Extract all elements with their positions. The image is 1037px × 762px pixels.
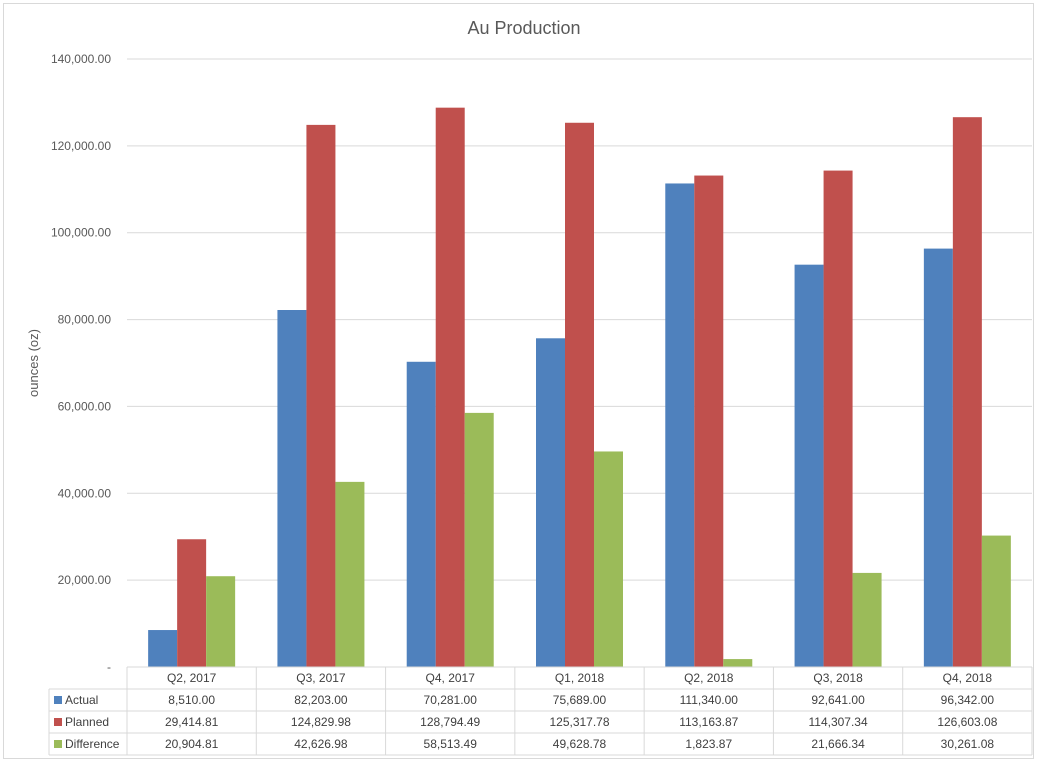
data-label: 75,689.00 <box>553 693 607 707</box>
legend-key-planned <box>54 718 62 726</box>
data-label: 58,513.49 <box>424 737 478 751</box>
data-label: 49,628.78 <box>553 737 607 751</box>
bar-planned-1 <box>177 539 207 667</box>
data-table: Q2, 2017 Q3, 2017 Q4, 2017 Q1, 2018 Q2, 2018… <box>48 666 1033 756</box>
bar-actual-2 <box>277 310 307 667</box>
y-axis-label: ounces (oz) <box>26 329 41 397</box>
bar-actual-4 <box>536 338 565 667</box>
y-tick-label: 120,000.00 <box>51 139 111 153</box>
bar-actual-1 <box>148 630 178 667</box>
y-tick-labels: - 20,000.00 40,000.00 60,000.00 80,000.00 100… <box>51 52 111 674</box>
bar-difference-3 <box>464 412 494 667</box>
chart-title: Au Production <box>467 18 580 38</box>
data-label: 111,340.00 <box>680 693 739 707</box>
bar-planned-7 <box>952 117 982 667</box>
bars <box>148 107 1011 668</box>
y-tick-label: 40,000.00 <box>58 486 112 500</box>
bar-planned-6 <box>823 170 853 667</box>
x-tick-label: Q1, 2018 <box>555 671 605 685</box>
y-tick-label: 80,000.00 <box>58 313 112 327</box>
x-tick-label: Q2, 2017 <box>167 671 217 685</box>
y-tick-label: 20,000.00 <box>58 573 112 587</box>
x-tick-label: Q2, 2018 <box>684 671 734 685</box>
data-label: 92,641.00 <box>811 693 865 707</box>
bar-planned-3 <box>435 107 465 667</box>
bar-actual-5 <box>665 183 695 667</box>
y-tick-label: 140,000.00 <box>51 52 111 66</box>
data-label: 128,794.49 <box>420 715 480 729</box>
data-label: 125,317.78 <box>549 715 609 729</box>
data-label: 8,510.00 <box>168 693 215 707</box>
data-label: 1,823.87 <box>685 737 732 751</box>
bar-difference-1 <box>206 576 236 667</box>
x-tick-label: Q3, 2018 <box>813 671 863 685</box>
x-tick-label: Q4, 2017 <box>426 671 476 685</box>
bar-difference-7 <box>981 535 1011 667</box>
data-label: 42,626.98 <box>294 737 348 751</box>
y-tick-label: - <box>107 660 111 674</box>
data-label: 126,603.08 <box>937 715 997 729</box>
legend-key-difference <box>54 740 62 748</box>
data-label: 113,163.87 <box>679 715 738 729</box>
bar-planned-2 <box>306 124 336 668</box>
bar-difference-5 <box>723 659 753 667</box>
bar-actual-3 <box>406 361 436 667</box>
bar-planned-5 <box>694 175 724 667</box>
legend-key-actual <box>54 696 62 704</box>
legend-label-difference: Difference <box>65 737 120 751</box>
data-label: 114,307.34 <box>808 715 867 729</box>
bar-planned-4 <box>565 122 594 667</box>
bar-difference-4 <box>594 451 623 667</box>
data-label: 96,342.00 <box>941 693 995 707</box>
legend-label-actual: Actual <box>65 693 98 707</box>
bar-difference-2 <box>335 481 365 667</box>
x-tick-label: Q3, 2017 <box>296 671 346 685</box>
bar-actual-6 <box>794 264 824 667</box>
x-tick-label: Q4, 2018 <box>943 671 993 685</box>
legend-label-planned: Planned <box>65 715 109 729</box>
data-label: 21,666.34 <box>811 737 865 751</box>
y-tick-label: 100,000.00 <box>51 226 111 240</box>
bar-actual-7 <box>923 248 953 667</box>
data-label: 82,203.00 <box>294 693 348 707</box>
bar-difference-6 <box>852 572 882 667</box>
data-label: 124,829.98 <box>291 715 351 729</box>
data-label: 20,904.81 <box>165 737 219 751</box>
y-tick-label: 60,000.00 <box>58 399 112 413</box>
data-label: 30,261.08 <box>941 737 995 751</box>
data-label: 70,281.00 <box>424 693 478 707</box>
data-label: 29,414.81 <box>165 715 219 729</box>
